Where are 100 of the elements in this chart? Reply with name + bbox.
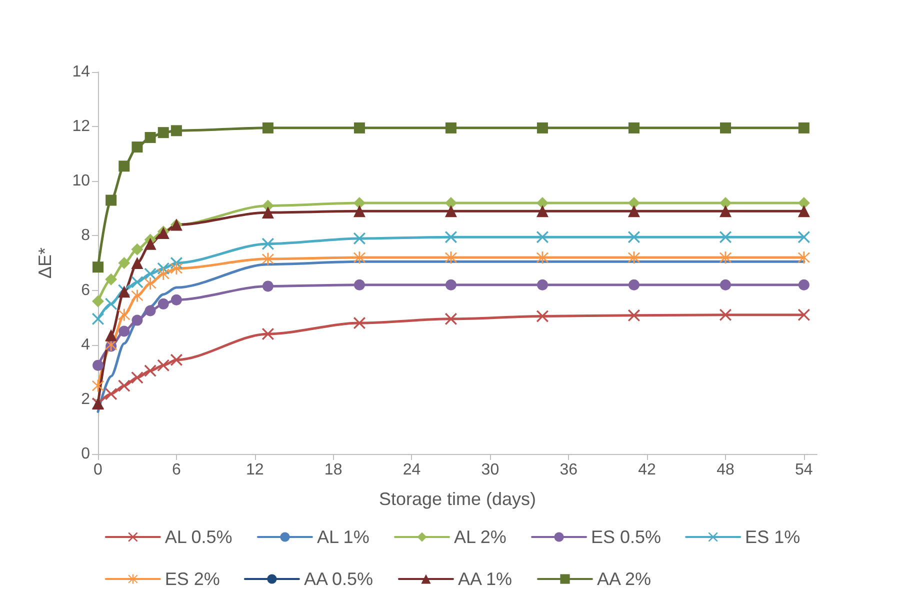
- point: [719, 205, 732, 218]
- point: [444, 252, 457, 264]
- y-tick-label: 8: [81, 227, 90, 244]
- point: [628, 122, 640, 134]
- y-tick-label: 2: [81, 390, 90, 408]
- x-tick-label: 0: [94, 462, 103, 478]
- point: [144, 238, 156, 250]
- x-tick-label: 42: [638, 462, 656, 478]
- x-tick-label: 6: [172, 462, 181, 478]
- point: [157, 268, 170, 280]
- point: [445, 279, 456, 290]
- point: [118, 380, 130, 392]
- point: [118, 326, 130, 337]
- legend-label: AL 0.5%: [164, 527, 232, 547]
- y-tick-label: 0: [81, 446, 90, 462]
- point: [798, 231, 810, 244]
- point: [353, 317, 366, 330]
- point: [131, 290, 144, 302]
- point: [536, 205, 548, 218]
- point: [720, 122, 731, 134]
- point: [536, 196, 548, 209]
- point: [719, 308, 732, 321]
- point: [798, 122, 810, 134]
- x-tick-label: 48: [716, 462, 734, 478]
- point: [118, 308, 130, 321]
- x-tick-label: 18: [324, 462, 342, 478]
- point: [105, 388, 118, 400]
- point: [92, 262, 104, 273]
- y-tick-label: 14: [72, 64, 90, 80]
- point: [798, 252, 810, 264]
- point: [131, 257, 144, 269]
- legend-label: AL 1%: [316, 527, 370, 547]
- point: [720, 279, 731, 290]
- y-tick-label: 4: [81, 336, 90, 354]
- x-tick-label: 30: [481, 462, 500, 478]
- point: [144, 364, 156, 377]
- point: [105, 273, 118, 286]
- point: [353, 196, 366, 209]
- point: [157, 359, 170, 372]
- x-tick-label: 24: [402, 462, 421, 478]
- point: [118, 257, 130, 269]
- y-tick-label: 12: [72, 118, 90, 136]
- point: [628, 231, 640, 244]
- point: [536, 231, 548, 244]
- x-tick-label: 54: [795, 462, 813, 478]
- point: [353, 232, 366, 244]
- point: [628, 309, 640, 322]
- point: [144, 277, 156, 290]
- point: [262, 328, 274, 340]
- point: [106, 194, 117, 206]
- y-tick-label: 6: [81, 282, 90, 299]
- point: [118, 160, 130, 172]
- point: [798, 205, 810, 218]
- legend-label: AL 2%: [454, 527, 506, 547]
- point: [536, 310, 548, 322]
- point: [170, 294, 182, 306]
- point: [444, 231, 457, 244]
- legend-label: AA 0.5%: [304, 569, 373, 589]
- point: [628, 196, 640, 209]
- legend-label: ES 2%: [164, 569, 220, 589]
- point: [170, 354, 182, 366]
- point: [158, 127, 169, 138]
- point: [92, 380, 104, 392]
- point: [92, 360, 104, 371]
- point: [131, 276, 144, 288]
- point: [353, 252, 366, 264]
- x-axis-title: Storage time (days): [378, 489, 536, 509]
- point: [262, 252, 274, 265]
- point: [105, 329, 118, 342]
- point: [105, 298, 118, 310]
- point: [444, 312, 457, 325]
- point: [798, 308, 810, 321]
- point: [444, 196, 457, 209]
- legend-label: ES 0.5%: [591, 527, 662, 547]
- point: [628, 279, 640, 290]
- x-tick-label: 12: [246, 462, 264, 478]
- point: [536, 122, 548, 134]
- point: [444, 205, 457, 218]
- x-tick-label: 36: [560, 462, 578, 478]
- point: [798, 279, 810, 290]
- legend-label: AA 1%: [458, 569, 512, 589]
- legend-label: ES 1%: [745, 527, 800, 547]
- point: [131, 243, 144, 256]
- point: [170, 262, 182, 274]
- point: [353, 205, 366, 218]
- point: [798, 196, 810, 209]
- point: [719, 231, 732, 244]
- point: [262, 280, 274, 292]
- point: [262, 206, 274, 219]
- point: [628, 205, 640, 218]
- point: [92, 295, 104, 308]
- point: [131, 372, 144, 384]
- point: [170, 125, 182, 136]
- legend-label: AA 2%: [597, 569, 652, 589]
- point: [262, 122, 274, 134]
- y-tick-label: 10: [72, 172, 90, 190]
- point: [92, 312, 104, 325]
- point: [144, 305, 156, 316]
- point: [354, 122, 365, 134]
- point: [354, 279, 365, 290]
